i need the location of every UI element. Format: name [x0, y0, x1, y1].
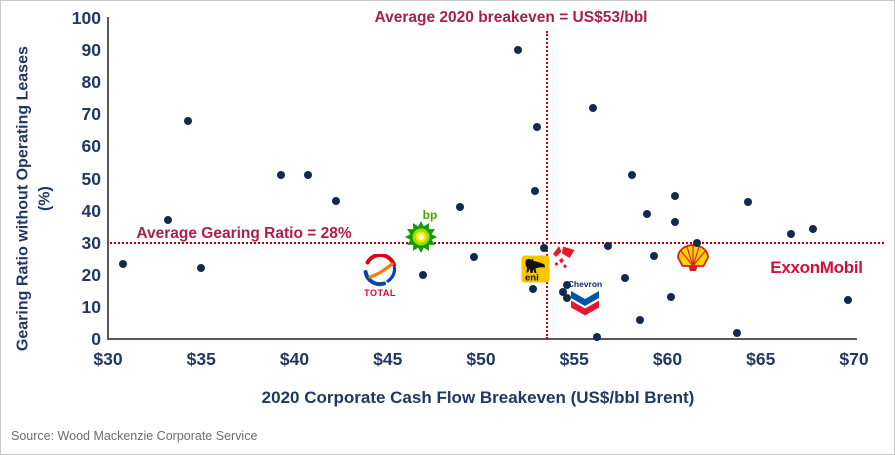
data-point: [642, 209, 651, 218]
x-tick-label: $30: [93, 349, 123, 369]
x-tick-label: $35: [186, 349, 216, 369]
eni-logo: eni: [521, 255, 550, 288]
conocophillips-mark-icon: [553, 246, 575, 269]
data-point: [650, 251, 659, 260]
data-point: [469, 253, 478, 262]
data-point: [531, 187, 540, 196]
data-point: [277, 171, 286, 180]
x-axis-line: [107, 338, 857, 340]
y-tick-label: 70: [81, 104, 101, 125]
conocophillips-logo: [551, 245, 576, 276]
data-point: [197, 264, 206, 273]
y-tick-label: 80: [81, 72, 101, 93]
y-tick-label: 10: [81, 296, 101, 317]
data-point: [331, 196, 340, 205]
data-point: [693, 238, 702, 247]
data-point: [532, 123, 541, 132]
y-tick-label: 20: [81, 264, 101, 285]
y-axis-title-text: Gearing Ratio without Operating Leases: [14, 46, 32, 352]
y-tick-label: 0: [91, 329, 101, 349]
y-tick-label: 30: [81, 232, 101, 253]
y-tick-label: 100: [71, 8, 101, 28]
y-tick-label: 60: [81, 136, 101, 157]
data-point: [743, 197, 752, 206]
data-point: [163, 216, 172, 225]
svg-text:Chevron: Chevron: [568, 279, 602, 289]
data-point: [667, 293, 676, 302]
data-point: [670, 192, 679, 201]
shell-logo: [676, 244, 710, 278]
x-tick-label: $50: [466, 349, 496, 369]
data-point: [118, 259, 127, 268]
avg-gearing-dashed-line: [110, 241, 884, 244]
x-tick-label: $55: [559, 349, 589, 369]
total-globe-icon: TOTAL: [363, 253, 397, 298]
svg-text:eni: eni: [525, 273, 539, 284]
data-point: [562, 281, 571, 290]
data-point: [732, 328, 741, 337]
x-tick-label: $70: [839, 349, 869, 369]
avg-breakeven-dashed-line: [546, 31, 549, 339]
data-point: [559, 288, 568, 297]
total-logo: TOTAL: [359, 253, 401, 303]
shell-pecten-icon: [677, 244, 709, 271]
eni-dog-icon: eni: [521, 255, 550, 284]
data-point: [184, 116, 193, 125]
x-tick-label: $65: [746, 349, 776, 369]
data-point: [628, 171, 637, 180]
exxonmobil-logo: ExxonMobil: [770, 258, 863, 278]
data-point: [592, 333, 601, 342]
x-tick-label: $40: [279, 349, 310, 369]
y-tick-label: 90: [81, 40, 101, 61]
data-point: [844, 296, 853, 305]
data-point: [588, 103, 597, 112]
chevron-icon: Chevron: [568, 279, 602, 316]
svg-text:bp: bp: [423, 208, 438, 222]
chevron-logo: Chevron: [568, 278, 602, 322]
data-point: [808, 224, 817, 233]
x-tick-label: $45: [373, 349, 403, 369]
data-point: [303, 171, 312, 180]
x-tick-label: $60: [652, 349, 683, 369]
source-note: Source: Wood Mackenzie Corporate Service: [11, 429, 258, 443]
x-axis-title: 2020 Corporate Cash Flow Breakeven (US$/…: [261, 388, 695, 407]
data-point: [635, 315, 644, 324]
bp-helios-icon: bp: [405, 208, 438, 254]
svg-text:TOTAL: TOTAL: [364, 288, 396, 298]
data-point: [514, 46, 523, 55]
y-axis-line: [107, 17, 109, 339]
data-point: [786, 230, 795, 239]
y-tick-label: 50: [81, 168, 101, 189]
data-point: [620, 274, 629, 282]
bp-logo: bp: [402, 206, 442, 261]
data-point: [529, 285, 538, 294]
data-point: [540, 243, 549, 252]
avg-gearing-annotation: Average Gearing Ratio = 28%: [136, 225, 352, 242]
y-tick-label: 40: [81, 200, 101, 221]
data-point: [562, 293, 571, 302]
data-point: [419, 270, 428, 279]
data-point: [603, 241, 612, 250]
avg-breakeven-annotation: Average 2020 breakeven = US$53/bbl: [374, 9, 648, 26]
data-point: [670, 217, 679, 226]
data-point: [456, 203, 465, 212]
